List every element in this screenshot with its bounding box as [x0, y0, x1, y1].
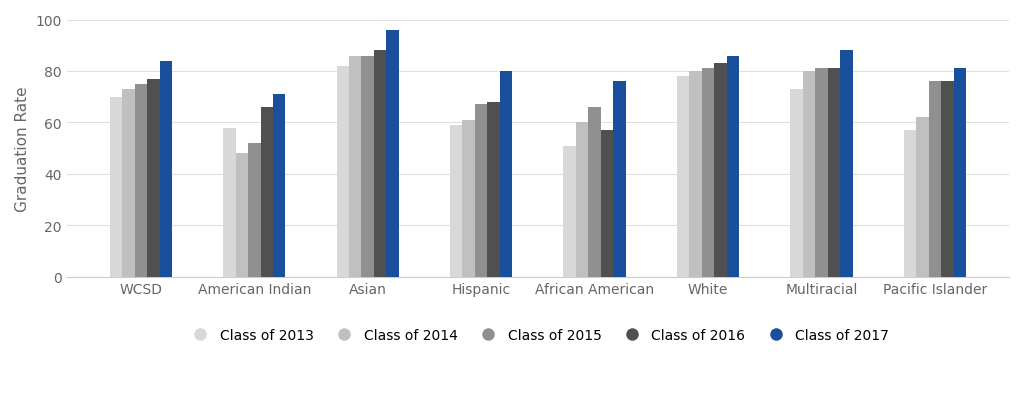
Bar	[223, 128, 236, 277]
Bar	[689, 72, 701, 277]
Bar	[715, 64, 727, 277]
Bar	[575, 123, 589, 277]
Bar	[160, 62, 172, 277]
Bar	[701, 69, 715, 277]
Bar	[374, 51, 386, 277]
Bar	[134, 85, 147, 277]
Bar	[916, 118, 929, 277]
Bar	[677, 77, 689, 277]
Bar	[841, 51, 853, 277]
Bar	[791, 90, 803, 277]
Bar	[463, 121, 475, 277]
Bar	[904, 131, 916, 277]
Y-axis label: Graduation Rate: Graduation Rate	[15, 86, 30, 211]
Bar	[613, 82, 626, 277]
Bar	[500, 72, 512, 277]
Bar	[953, 69, 967, 277]
Bar	[563, 146, 575, 277]
Bar	[727, 57, 739, 277]
Bar	[941, 82, 953, 277]
Bar	[110, 97, 122, 277]
Bar	[450, 126, 463, 277]
Bar	[815, 69, 827, 277]
Bar	[147, 79, 160, 277]
Bar	[929, 82, 941, 277]
Bar	[236, 154, 248, 277]
Bar	[827, 69, 841, 277]
Bar	[386, 31, 399, 277]
Bar	[349, 57, 361, 277]
Bar	[337, 66, 349, 277]
Bar	[273, 95, 286, 277]
Bar	[122, 90, 134, 277]
Bar	[260, 108, 273, 277]
Bar	[601, 131, 613, 277]
Bar	[361, 57, 374, 277]
Bar	[487, 102, 500, 277]
Bar	[248, 144, 260, 277]
Legend: Class of 2013, Class of 2014, Class of 2015, Class of 2016, Class of 2017: Class of 2013, Class of 2014, Class of 2…	[181, 323, 895, 347]
Bar	[475, 105, 487, 277]
Bar	[803, 72, 815, 277]
Bar	[589, 108, 601, 277]
